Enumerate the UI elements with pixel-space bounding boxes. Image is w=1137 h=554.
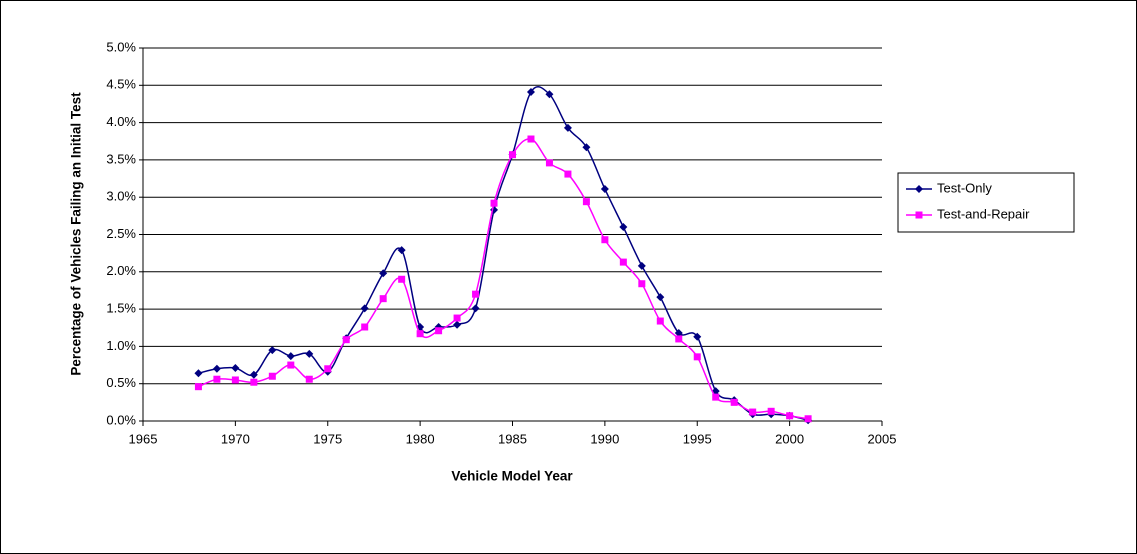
data-point: [564, 170, 572, 178]
x-tick-label: 2000: [775, 431, 804, 446]
data-point: [379, 295, 387, 303]
x-tick-label: 1970: [221, 431, 250, 446]
y-tick-label: 3.5%: [106, 151, 136, 166]
data-point: [472, 290, 480, 298]
x-tick-label: 1975: [313, 431, 342, 446]
legend-label: Test-Only: [937, 180, 992, 195]
x-tick-label: 1990: [590, 431, 619, 446]
data-point: [231, 376, 239, 384]
series-line: [198, 85, 809, 421]
data-point: [249, 370, 258, 379]
y-tick-label: 4.0%: [106, 114, 136, 129]
data-point: [600, 184, 609, 193]
data-point: [490, 199, 498, 207]
y-tick-label: 1.5%: [106, 301, 136, 316]
data-point: [398, 275, 406, 283]
y-tick-label: 0.0%: [106, 412, 136, 427]
series-line: [198, 138, 809, 420]
data-point: [379, 269, 388, 278]
data-point: [693, 332, 702, 341]
data-point: [287, 361, 295, 369]
y-tick-label: 2.5%: [106, 226, 136, 241]
data-point: [712, 393, 720, 401]
data-point: [416, 330, 424, 338]
data-point: [656, 293, 665, 302]
data-point: [656, 317, 664, 325]
data-point: [527, 135, 535, 143]
data-point: [749, 408, 757, 416]
data-point: [360, 304, 369, 313]
data-point: [601, 236, 609, 244]
data-point: [268, 346, 277, 355]
data-point: [563, 123, 572, 132]
data-point: [342, 336, 350, 344]
data-point: [453, 320, 462, 329]
data-point: [286, 352, 295, 361]
y-tick-label: 4.5%: [106, 77, 136, 92]
data-point: [804, 415, 812, 423]
data-point: [194, 369, 203, 378]
x-tick-label: 1985: [498, 431, 527, 446]
legend-marker: [915, 211, 923, 219]
data-point: [231, 364, 240, 373]
data-point: [767, 407, 775, 415]
legend-marker: [915, 185, 923, 193]
data-point: [526, 88, 535, 97]
x-tick-label: 2005: [868, 431, 897, 446]
data-point: [638, 280, 646, 288]
y-axis-title: Percentage of Vehicles Failing an Initia…: [69, 92, 84, 376]
y-tick-label: 5.0%: [106, 39, 136, 54]
legend-box: [897, 172, 1075, 233]
data-point: [582, 143, 591, 152]
x-tick-label: 1965: [129, 431, 158, 446]
y-tick-label: 0.5%: [106, 375, 136, 390]
data-point: [637, 261, 646, 270]
data-point: [250, 378, 258, 386]
data-point: [212, 364, 221, 373]
x-axis-title: Vehicle Model Year: [451, 469, 573, 484]
x-tick-label: 1980: [406, 431, 435, 446]
y-tick-label: 3.0%: [106, 189, 136, 204]
data-point: [619, 258, 627, 266]
data-point: [675, 335, 683, 343]
data-point: [324, 365, 332, 373]
data-point: [582, 198, 590, 206]
data-point: [453, 314, 461, 322]
data-point: [213, 375, 221, 383]
data-point: [305, 375, 313, 383]
data-point: [435, 327, 443, 335]
y-tick-label: 2.0%: [106, 263, 136, 278]
legend-label: Test-and-Repair: [937, 206, 1030, 221]
data-point: [509, 151, 516, 159]
data-point: [545, 90, 554, 99]
data-point: [305, 349, 314, 358]
data-point: [619, 223, 628, 232]
data-point: [786, 412, 794, 420]
data-point: [361, 323, 369, 331]
x-tick-label: 1995: [683, 431, 712, 446]
data-point: [268, 372, 276, 380]
data-point: [397, 246, 406, 255]
data-point: [545, 159, 553, 167]
data-point: [194, 383, 202, 391]
y-tick-label: 1.0%: [106, 338, 136, 353]
data-point: [674, 328, 683, 337]
data-point: [693, 353, 701, 361]
data-point: [471, 304, 480, 313]
data-point: [730, 398, 738, 406]
